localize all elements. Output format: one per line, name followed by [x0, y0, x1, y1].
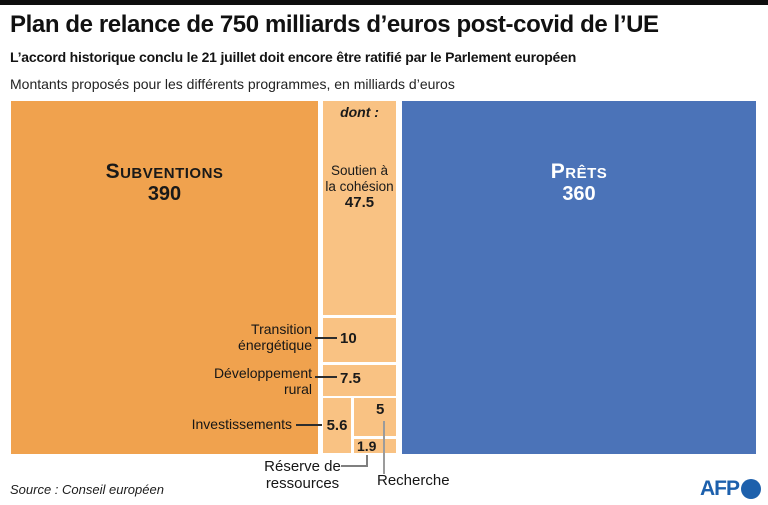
afp-logo-text: AFP — [700, 477, 740, 500]
prets-value: 360 — [562, 183, 596, 205]
recherche-label: Recherche — [377, 472, 450, 489]
investissements-label: Investissements — [191, 416, 292, 432]
afp-logo: AFP — [700, 477, 761, 501]
rural-label-line1: Développement — [213, 365, 312, 381]
cohesion-value: 47.5 — [344, 194, 375, 211]
investissements-value: 5.6 — [326, 417, 348, 434]
subventions-block: Subventions 390 — [11, 101, 318, 454]
cell-investissements — [323, 398, 351, 453]
transition-leader-line — [315, 337, 337, 339]
rural-value: 7.5 — [340, 370, 361, 387]
cohesion-label-line2: la cohésion — [325, 179, 394, 194]
investissements-leader-line — [296, 424, 322, 426]
transition-label: Transition énergétique — [111, 321, 312, 353]
cell-reserve-ressources — [354, 439, 396, 453]
recherche-leader-line — [383, 421, 385, 474]
transition-label-line1: Transition — [251, 321, 312, 337]
subventions-label-group: Subventions 390 — [11, 101, 318, 206]
reserve-label-line1: Réserve de — [264, 458, 341, 475]
chart-note: Montants proposés pour les différents pr… — [10, 76, 455, 92]
transition-value: 10 — [340, 330, 357, 347]
reserve-value: 1.9 — [357, 438, 377, 454]
cell-soutien-cohesion: dont : Soutien à la cohésion 47.5 — [323, 101, 396, 315]
page-title: Plan de relance de 750 milliards d’euros… — [10, 11, 659, 38]
reserve-label-line2: ressources — [265, 475, 340, 492]
source-credit: Source : Conseil européen — [10, 482, 164, 497]
subventions-value: 390 — [147, 183, 182, 205]
transition-label-line2: énergétique — [238, 336, 312, 353]
top-accent-bar — [0, 0, 768, 5]
prets-block: Prêts 360 — [402, 101, 756, 454]
cohesion-label-line1: Soutien à — [330, 163, 389, 178]
recherche-value: 5 — [376, 401, 385, 418]
page-subtitle: L’accord historique conclu le 21 juillet… — [10, 49, 577, 65]
rural-label: Développement rural — [111, 365, 312, 397]
subventions-label: Subventions — [105, 160, 224, 183]
rural-label-line2: rural — [283, 380, 312, 397]
cohesion-label-group: Soutien à la cohésion 47.5 — [320, 163, 399, 211]
cell-developpement-rural — [323, 365, 396, 396]
rural-leader-line — [315, 376, 337, 378]
prets-label: Prêts — [550, 160, 608, 183]
cell-transition-energetique — [323, 318, 396, 362]
reserve-leader-vertical — [366, 455, 368, 467]
reserve-leader-horizontal — [341, 465, 368, 467]
reserve-label: Réserve de ressources — [250, 458, 355, 492]
treemap-chart: Subventions 390 Prêts 360 dont : Soutien… — [11, 101, 756, 454]
prets-label-group: Prêts 360 — [402, 101, 756, 206]
cell-recherche — [354, 398, 396, 436]
afp-logo-circle-icon — [741, 479, 761, 499]
dont-label: dont : — [340, 104, 379, 120]
